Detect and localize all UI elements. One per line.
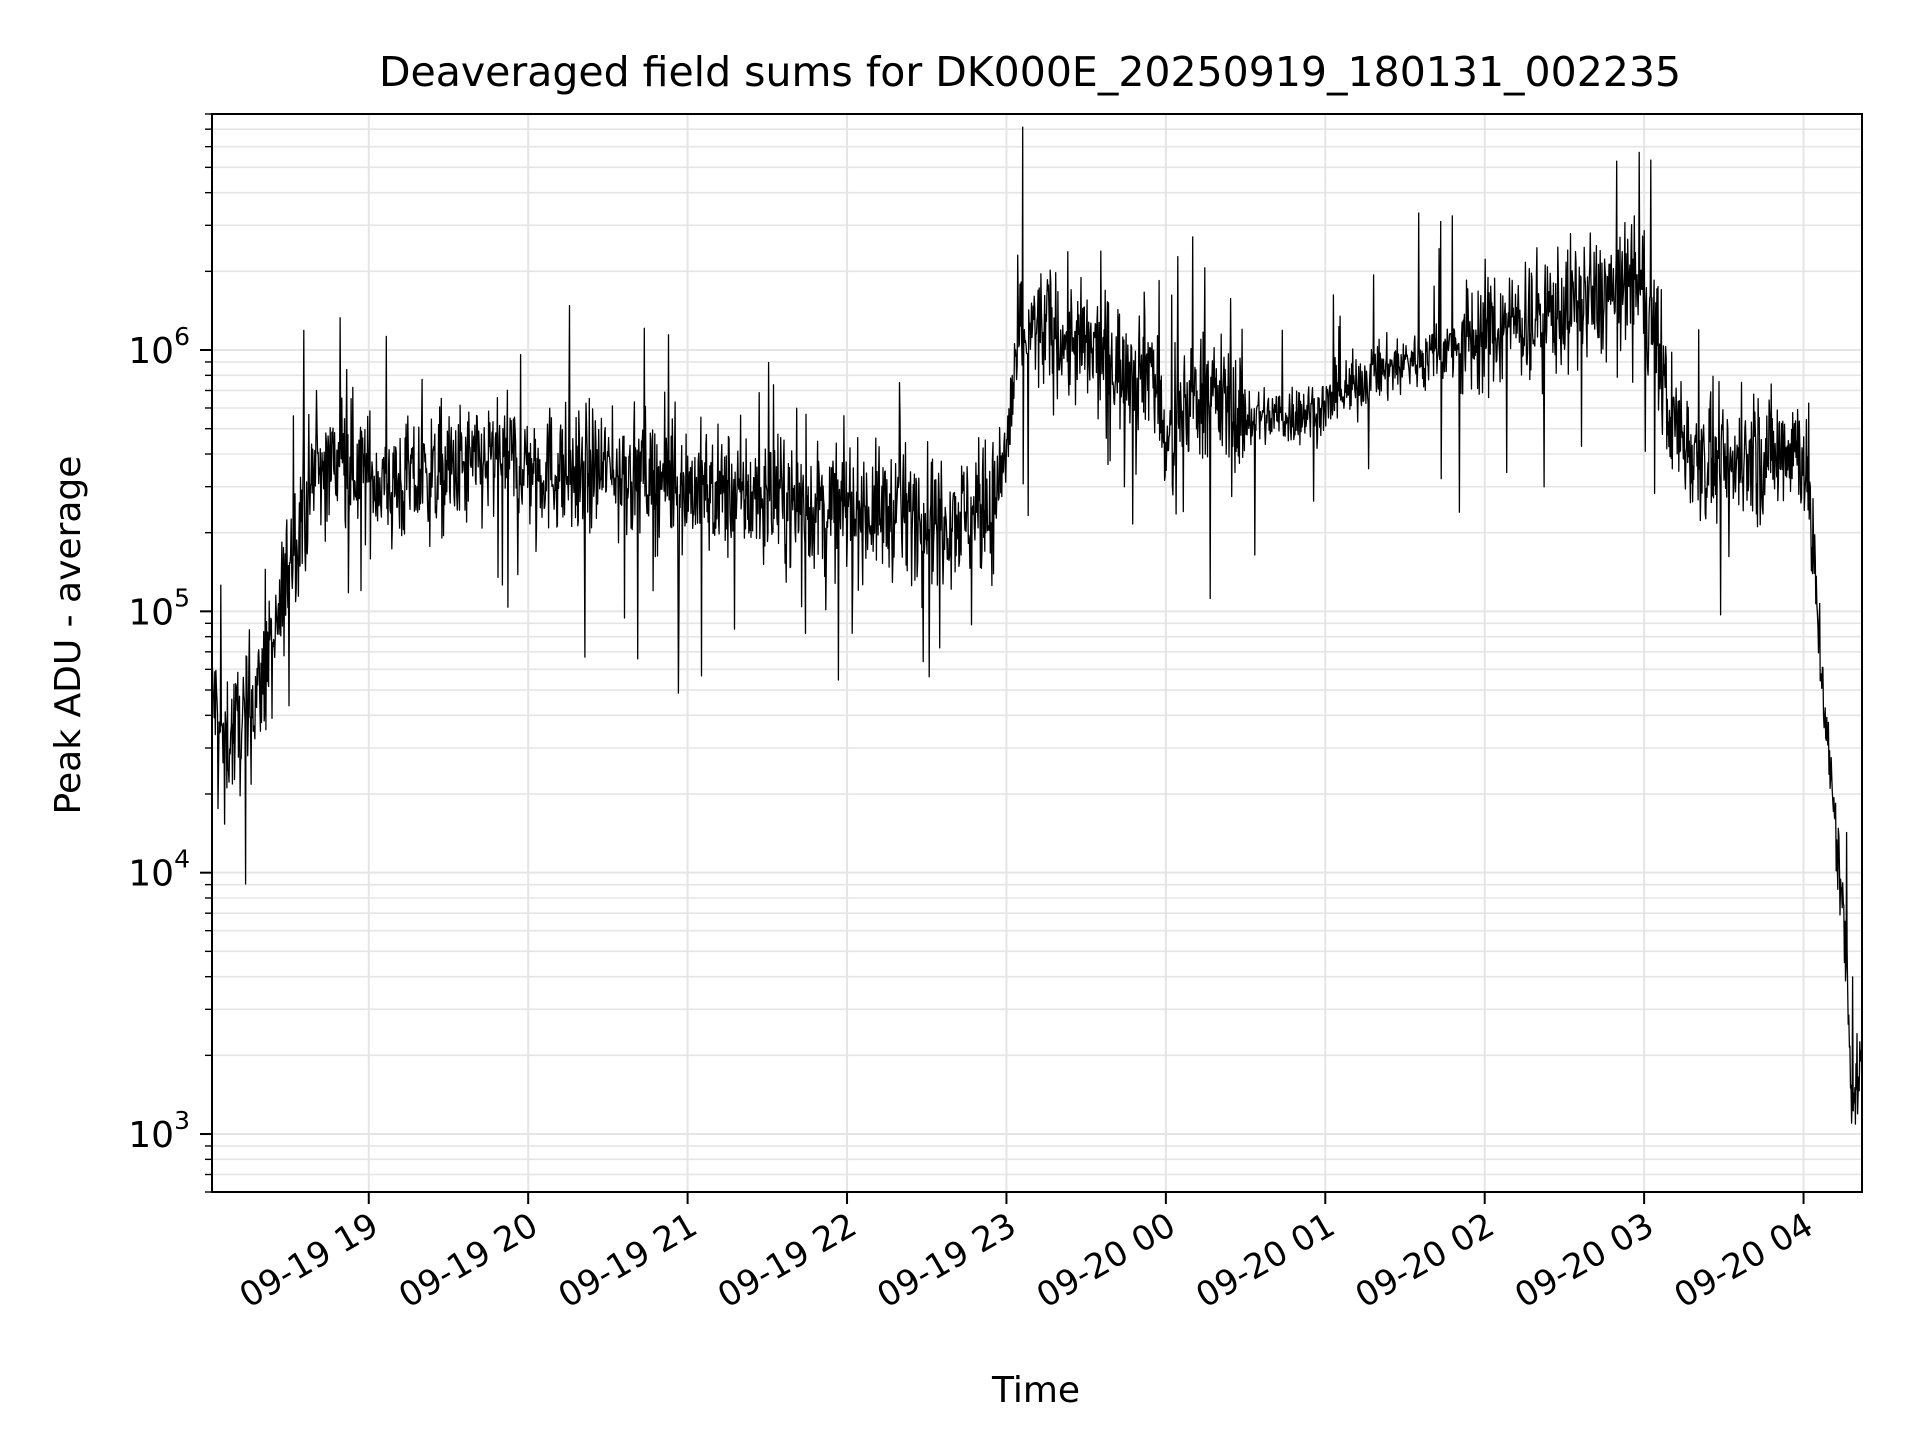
- y-tick-exponent: 4: [174, 845, 190, 874]
- y-tick-label: 104: [128, 845, 190, 895]
- x-axis-label: Time: [991, 1370, 1080, 1411]
- y-tick-base: 10: [128, 592, 174, 633]
- y-tick-exponent: 5: [174, 583, 190, 612]
- chart-title: Deaveraged field sums for DK000E_2025091…: [379, 48, 1681, 96]
- data-layer: [211, 126, 1863, 1153]
- y-tick-exponent: 3: [174, 1106, 190, 1135]
- y-tick-label: 105: [128, 583, 190, 633]
- y-tick-base: 10: [128, 1115, 174, 1156]
- y-tick-base: 10: [128, 331, 174, 372]
- y-tick-label: 106: [128, 322, 190, 372]
- y-axis-label: Peak ADU - average: [48, 456, 89, 815]
- data-series-line: [211, 126, 1863, 1153]
- y-tick-exponent: 6: [174, 322, 190, 351]
- y-tick-base: 10: [128, 854, 174, 895]
- plot-frame: [211, 113, 1863, 1193]
- y-tick-label: 103: [128, 1106, 190, 1156]
